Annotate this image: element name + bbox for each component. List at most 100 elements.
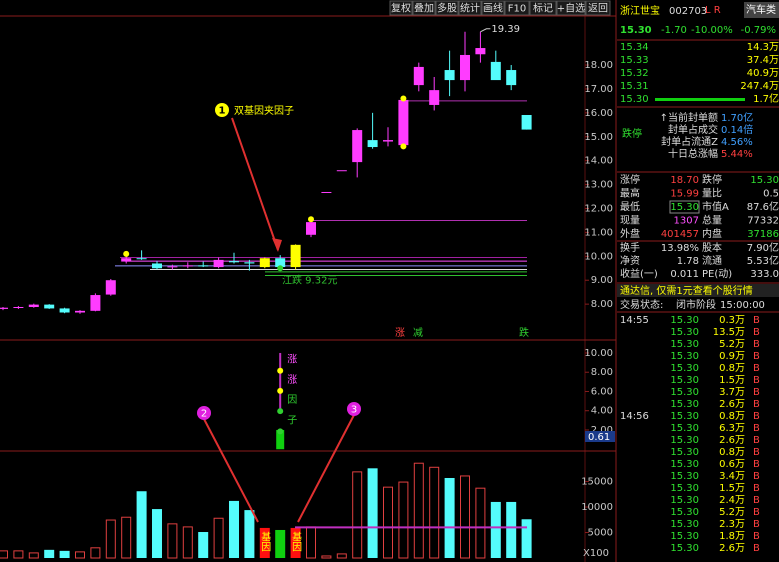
trade-price: 15.30 bbox=[670, 327, 699, 338]
candle-body bbox=[413, 66, 424, 86]
trade-side: B bbox=[753, 399, 760, 410]
stat-label: 内盘 bbox=[702, 227, 722, 240]
volume-bar bbox=[275, 529, 286, 558]
bar-label: 基因 bbox=[290, 531, 302, 553]
candle-body bbox=[136, 258, 147, 260]
candle-body bbox=[44, 304, 55, 309]
trade-side: B bbox=[753, 315, 760, 326]
toolbar-button[interactable] bbox=[389, 0, 413, 16]
y-tick-label: 15.00 bbox=[584, 132, 613, 143]
volume-bar bbox=[152, 509, 162, 558]
signal-label: 涨 bbox=[395, 327, 405, 339]
trade-volume: 0.3万 bbox=[719, 315, 745, 326]
depth-bar bbox=[655, 98, 745, 101]
stat-value: 333.0 bbox=[750, 269, 779, 280]
trade-side: B bbox=[753, 531, 760, 542]
trade-price: 15.30 bbox=[670, 339, 699, 350]
volume-bar bbox=[105, 519, 116, 559]
trade-price: 15.30 bbox=[670, 531, 699, 542]
high-pointer bbox=[480, 28, 491, 33]
trade-price: 15.30 bbox=[670, 483, 699, 494]
value-box bbox=[669, 200, 700, 214]
trade-side: B bbox=[753, 447, 760, 458]
toolbar-button[interactable] bbox=[556, 0, 586, 16]
stat-label: 净资 bbox=[620, 254, 640, 267]
candle-body bbox=[229, 261, 239, 263]
y-tick-label: 4.00 bbox=[591, 406, 613, 417]
candle-body bbox=[198, 265, 209, 267]
stat-label: 换手 bbox=[620, 241, 640, 254]
trade-price: 15.30 bbox=[670, 351, 699, 362]
toolbar-button[interactable] bbox=[412, 0, 436, 16]
toolbar-label: 返回 bbox=[588, 3, 608, 15]
high-label: 19.39 bbox=[491, 24, 520, 35]
y-tick-label: 14.00 bbox=[584, 156, 613, 167]
status: 闭市阶段 bbox=[676, 298, 716, 311]
stat-label: 市值A bbox=[702, 200, 729, 213]
y-tick-label: 8.00 bbox=[591, 367, 613, 378]
volume-bar bbox=[429, 466, 440, 559]
stat-value: 5.53亿 bbox=[747, 254, 779, 267]
stock-code: 002703 bbox=[669, 6, 707, 17]
trade-volume: 0.6万 bbox=[719, 459, 745, 470]
stat-label: PE(动) bbox=[702, 268, 732, 280]
candle-body bbox=[152, 263, 162, 269]
volume-bar bbox=[444, 477, 455, 558]
stat-label: 最高 bbox=[620, 187, 640, 200]
toolbar-button[interactable] bbox=[481, 0, 505, 16]
trade-volume: 0.8万 bbox=[719, 447, 745, 458]
toolbar-button[interactable] bbox=[529, 0, 557, 16]
toolbar-button[interactable] bbox=[504, 0, 530, 16]
callout-number: 1 bbox=[219, 106, 226, 117]
pct-change: -10.00% bbox=[691, 25, 733, 36]
y-tick-label: 9.00 bbox=[591, 275, 613, 286]
stock-name: 浙江世宝 bbox=[620, 4, 660, 17]
toolbar-button[interactable] bbox=[585, 0, 611, 16]
stat-value: 1.78 bbox=[677, 256, 699, 267]
book-volume: 14.3万 bbox=[747, 42, 779, 53]
toolbar-label: F10 bbox=[508, 4, 526, 15]
last-price: 15.30 bbox=[620, 25, 652, 36]
trade-price: 15.30 bbox=[670, 447, 699, 458]
signal-dot bbox=[123, 250, 130, 257]
limit-value: 1.70亿 bbox=[721, 111, 753, 124]
book-price: 15.33 bbox=[620, 55, 649, 66]
callout-text: 双基因夹因子 bbox=[234, 104, 294, 117]
toolbar-button[interactable] bbox=[435, 0, 459, 16]
stat-label: 收益(一) bbox=[620, 267, 658, 280]
book-price: 15.32 bbox=[620, 68, 649, 79]
price-panel: 18.0017.0016.0015.0014.0013.0012.0011.00… bbox=[0, 24, 613, 339]
toolbar-label: 叠加 bbox=[414, 3, 434, 15]
banner-bg[interactable] bbox=[617, 284, 779, 297]
limit-label: 十日总涨幅 bbox=[668, 147, 718, 160]
candle-body bbox=[275, 258, 286, 268]
trade-side: B bbox=[753, 471, 760, 482]
stat-label: 最低 bbox=[620, 200, 640, 213]
candle-body bbox=[259, 258, 270, 268]
sector-badge[interactable] bbox=[744, 2, 779, 18]
book-price: 15.30 bbox=[620, 94, 649, 105]
marker-dot bbox=[277, 428, 284, 435]
limit-value: 0.14倍 bbox=[721, 123, 753, 136]
trade-side: B bbox=[753, 519, 760, 530]
candle-body bbox=[59, 308, 70, 313]
trade-time: 14:55 bbox=[620, 315, 649, 326]
volume-bar bbox=[506, 501, 517, 558]
trade-side: B bbox=[753, 327, 760, 338]
marker-label: 因 bbox=[287, 394, 297, 406]
candle-body bbox=[383, 140, 393, 142]
candle-body bbox=[506, 70, 517, 86]
stat-label: 跌停 bbox=[702, 173, 722, 186]
toolbar-button[interactable] bbox=[458, 0, 482, 16]
y-tick-label: 12.00 bbox=[584, 203, 613, 214]
candle-body bbox=[90, 295, 101, 311]
trade-side: B bbox=[753, 543, 760, 554]
trade-side: B bbox=[753, 375, 760, 386]
toolbar-label: 多股 bbox=[437, 2, 457, 15]
trade-volume: 3.7万 bbox=[719, 387, 745, 398]
trade-volume: 6.3万 bbox=[719, 423, 745, 434]
trade-volume: 2.6万 bbox=[719, 435, 745, 446]
